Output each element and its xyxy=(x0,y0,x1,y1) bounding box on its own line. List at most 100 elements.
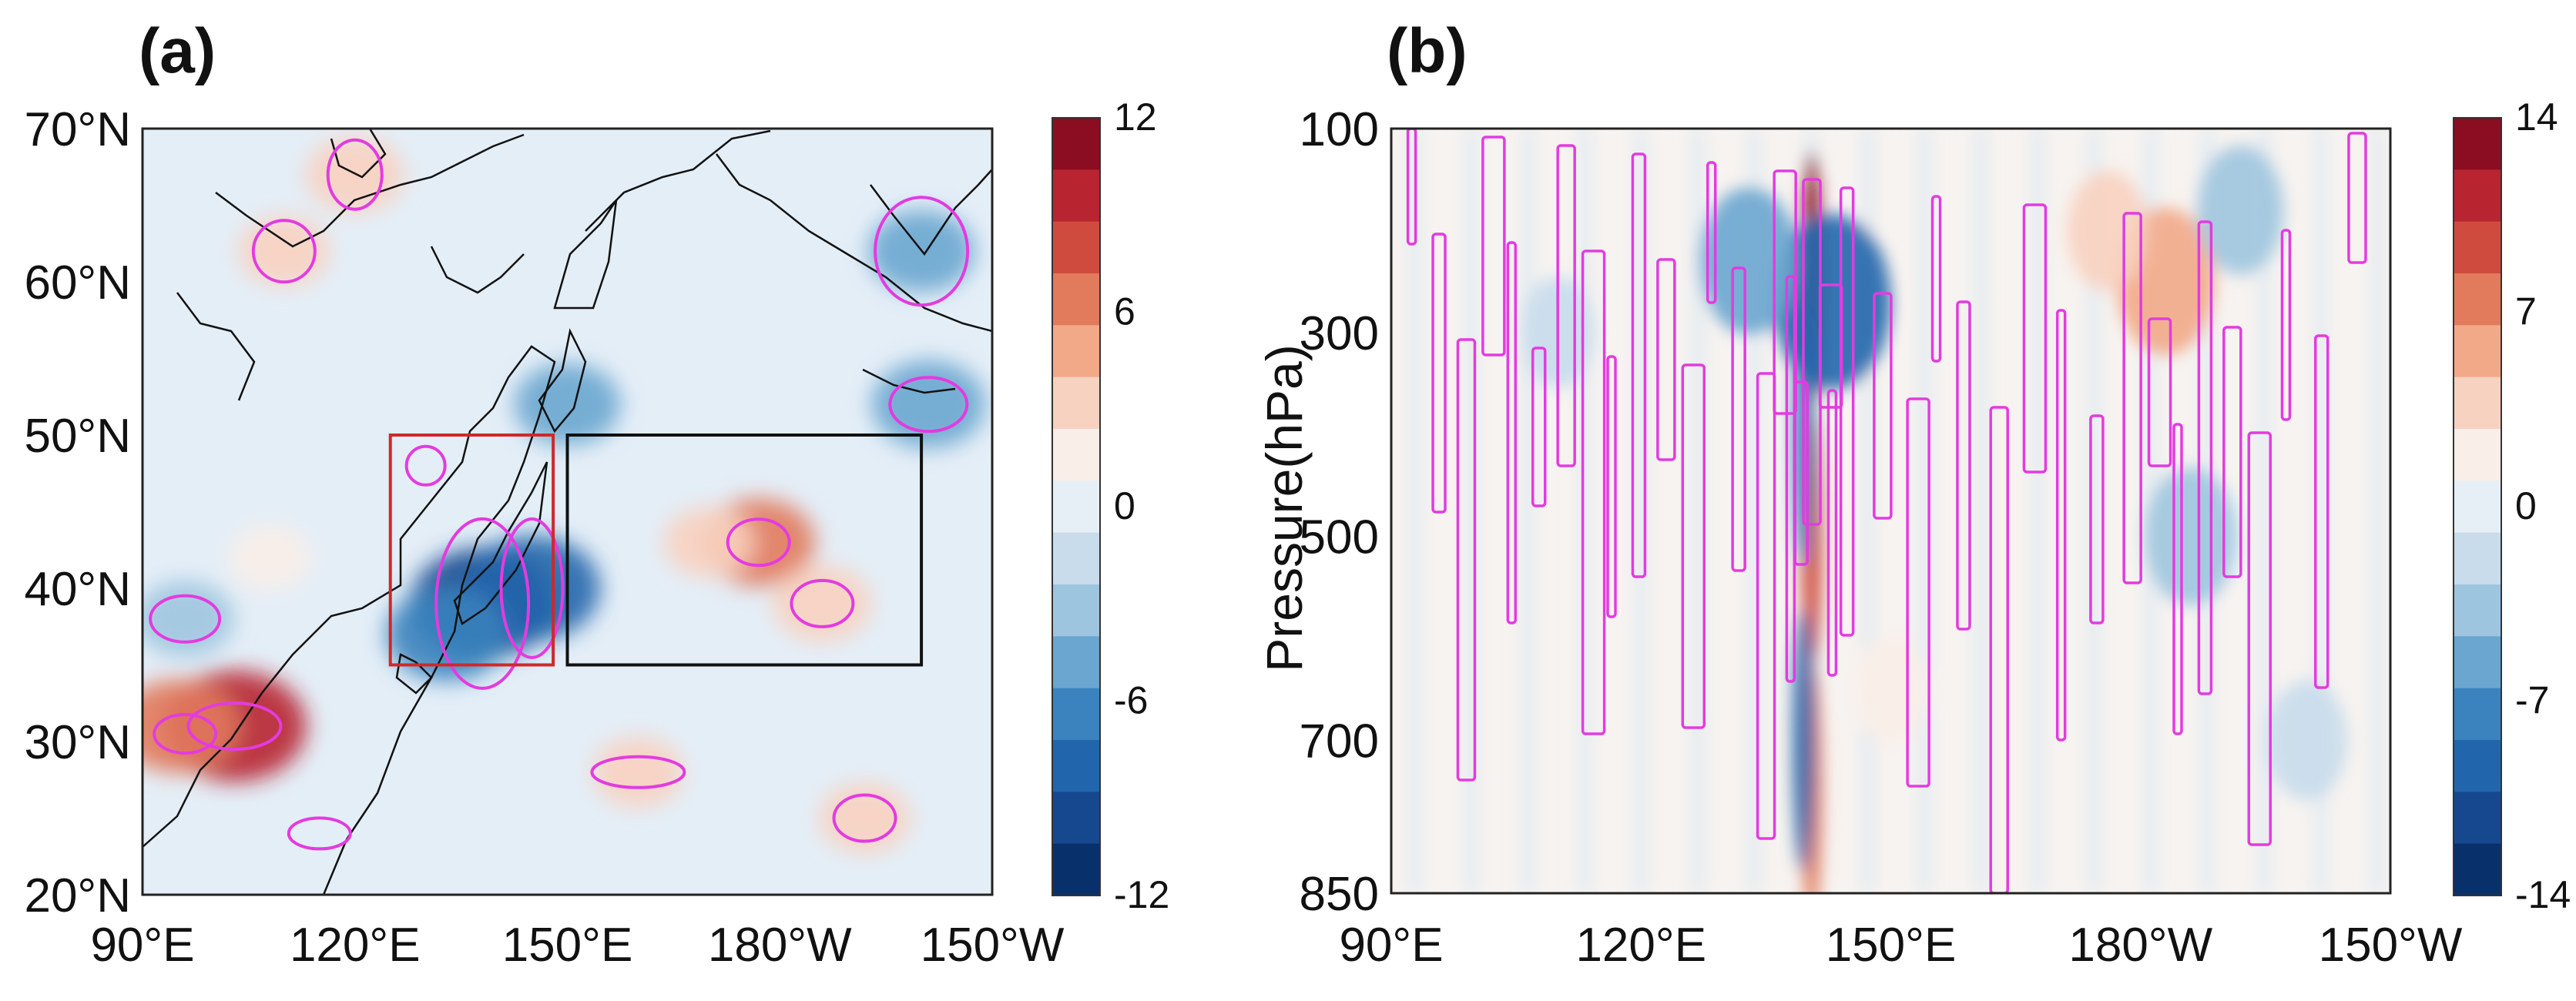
contour-loop xyxy=(726,517,791,567)
contour-loop xyxy=(499,517,565,659)
map-frame xyxy=(141,127,994,896)
colorbar-segment xyxy=(1052,429,1100,481)
contour-strip xyxy=(1531,346,1547,507)
colorbar-segment xyxy=(1052,792,1100,845)
contour-strip xyxy=(2147,317,2172,467)
contour-loop xyxy=(888,376,969,434)
bg-stripe xyxy=(1521,129,1535,893)
red-region-box xyxy=(388,434,555,667)
contour-strip xyxy=(1606,355,1617,618)
contour-loop xyxy=(186,701,283,752)
x-tick-label: 90°E xyxy=(90,919,194,972)
colorbar-segment xyxy=(1052,636,1100,689)
anomaly-blob xyxy=(592,737,684,808)
significance-contours xyxy=(149,138,970,851)
colorbar-segment xyxy=(2454,584,2501,637)
y-tick-label: 100 xyxy=(1300,103,1379,156)
bg-stripe xyxy=(2087,129,2101,893)
colorbar-segment xyxy=(2454,532,2501,585)
y-tick-label: 500 xyxy=(1300,511,1379,564)
panel-label-a: (a) xyxy=(139,16,216,86)
colorbar-segment xyxy=(2454,792,2501,845)
y-tick-label: 70°N xyxy=(24,103,131,156)
bg-stripe xyxy=(1407,129,1422,893)
contour-strip xyxy=(2222,326,2242,578)
bg-stripe xyxy=(1974,129,1988,893)
y-tick-label: 300 xyxy=(1300,307,1379,360)
bg-stripe xyxy=(2031,129,2045,893)
colorbar-segment xyxy=(2454,273,2501,326)
contour-strip xyxy=(2197,220,2213,695)
panel-b-cross-section: 90°E 120°E 150°E 180°W 150°W 100 300 500 700 850… xyxy=(1256,103,2463,972)
x-tick-label: 120°E xyxy=(1575,919,1706,972)
contour-strip xyxy=(1431,233,1447,514)
colorbar-segment xyxy=(2454,740,2501,792)
contour-strip xyxy=(1456,338,1477,782)
colorbar-tick-label: 0 xyxy=(2515,484,2537,527)
x-tick-label: 150°E xyxy=(502,919,633,972)
contour-strip xyxy=(1556,144,1576,467)
colorbar-segment xyxy=(2454,377,2501,430)
colorbar-b: 14 7 0 -7 -14 xyxy=(2453,95,2571,916)
x-tick-label: 150°W xyxy=(921,919,1065,972)
contour-strip xyxy=(1631,152,1647,578)
colorbar-segment xyxy=(2454,325,2501,378)
colorbar-segment xyxy=(2454,429,2501,481)
contour-strip xyxy=(1793,380,1809,566)
colorbar-tick-label: 14 xyxy=(2515,95,2558,139)
anomaly-blob xyxy=(2144,467,2237,606)
colorbar-tick-label: 7 xyxy=(2515,290,2537,333)
contour-loop xyxy=(832,793,897,843)
colorbar-segment xyxy=(1052,480,1100,534)
coastlines xyxy=(143,129,992,895)
contour-strip xyxy=(2347,132,2367,264)
contour-strip xyxy=(1656,258,1676,461)
x-tick-label: 150°W xyxy=(2319,919,2463,972)
bg-stripe xyxy=(1464,129,1479,893)
y-tick-label: 40°N xyxy=(24,563,131,616)
contour-loop xyxy=(251,219,317,284)
contour-loop xyxy=(149,594,222,644)
colorbar-segment xyxy=(1052,584,1100,637)
colorbar-segment xyxy=(1052,221,1100,274)
contour-strip xyxy=(1826,389,1838,677)
colorbar-segment xyxy=(2454,118,2501,170)
y-tick-label: 700 xyxy=(1300,715,1379,768)
colorbar-tick-label: -14 xyxy=(2515,873,2571,916)
anomaly-blob xyxy=(386,587,508,681)
x-tick-label: 180°W xyxy=(708,919,852,972)
contour-strip xyxy=(2089,414,2105,624)
colorbar-segment xyxy=(1052,169,1100,223)
x-tick-label: 150°E xyxy=(1826,919,1957,972)
contour-loop xyxy=(326,138,384,211)
anomaly-blob xyxy=(238,216,330,286)
colorbar-segment xyxy=(2454,688,2501,741)
contour-strip xyxy=(1506,241,1518,624)
contour-strip xyxy=(2055,309,2067,742)
contour-strip xyxy=(2122,212,2142,584)
colorbar-segment xyxy=(1052,377,1100,430)
colorbar-segment xyxy=(1052,843,1100,896)
colorbar-segment xyxy=(1052,688,1100,741)
colorbar-segment xyxy=(2454,169,2501,223)
contour-strip xyxy=(1581,249,1606,735)
y-tick-label: 850 xyxy=(1300,868,1379,921)
contour-loop xyxy=(153,713,218,755)
contour-loop xyxy=(590,755,686,789)
significance-contours-b xyxy=(1406,129,2367,893)
colorbar-segment xyxy=(2454,636,2501,689)
colorbar-tick-label: -6 xyxy=(1114,679,1148,722)
bg-stripe xyxy=(1578,129,1592,893)
contour-strip xyxy=(2022,203,2048,474)
y-tick-label: 50°N xyxy=(24,410,131,463)
anomaly-blob xyxy=(871,360,985,449)
contour-strip xyxy=(1956,300,1971,631)
panel-a-map: 90°E 120°E 150°E 180°W 150°W 70°N 60°N 50°N 40°… xyxy=(24,103,1064,972)
contour-loop xyxy=(404,444,447,487)
y-axis-label: Pressure(hPa) xyxy=(1256,344,1313,672)
contour-loop xyxy=(434,517,531,690)
anomaly-blob xyxy=(1853,634,1928,745)
contour-strip xyxy=(1756,372,1776,840)
colorbar-a: 12 6 0 -6 -12 xyxy=(1052,95,1169,916)
